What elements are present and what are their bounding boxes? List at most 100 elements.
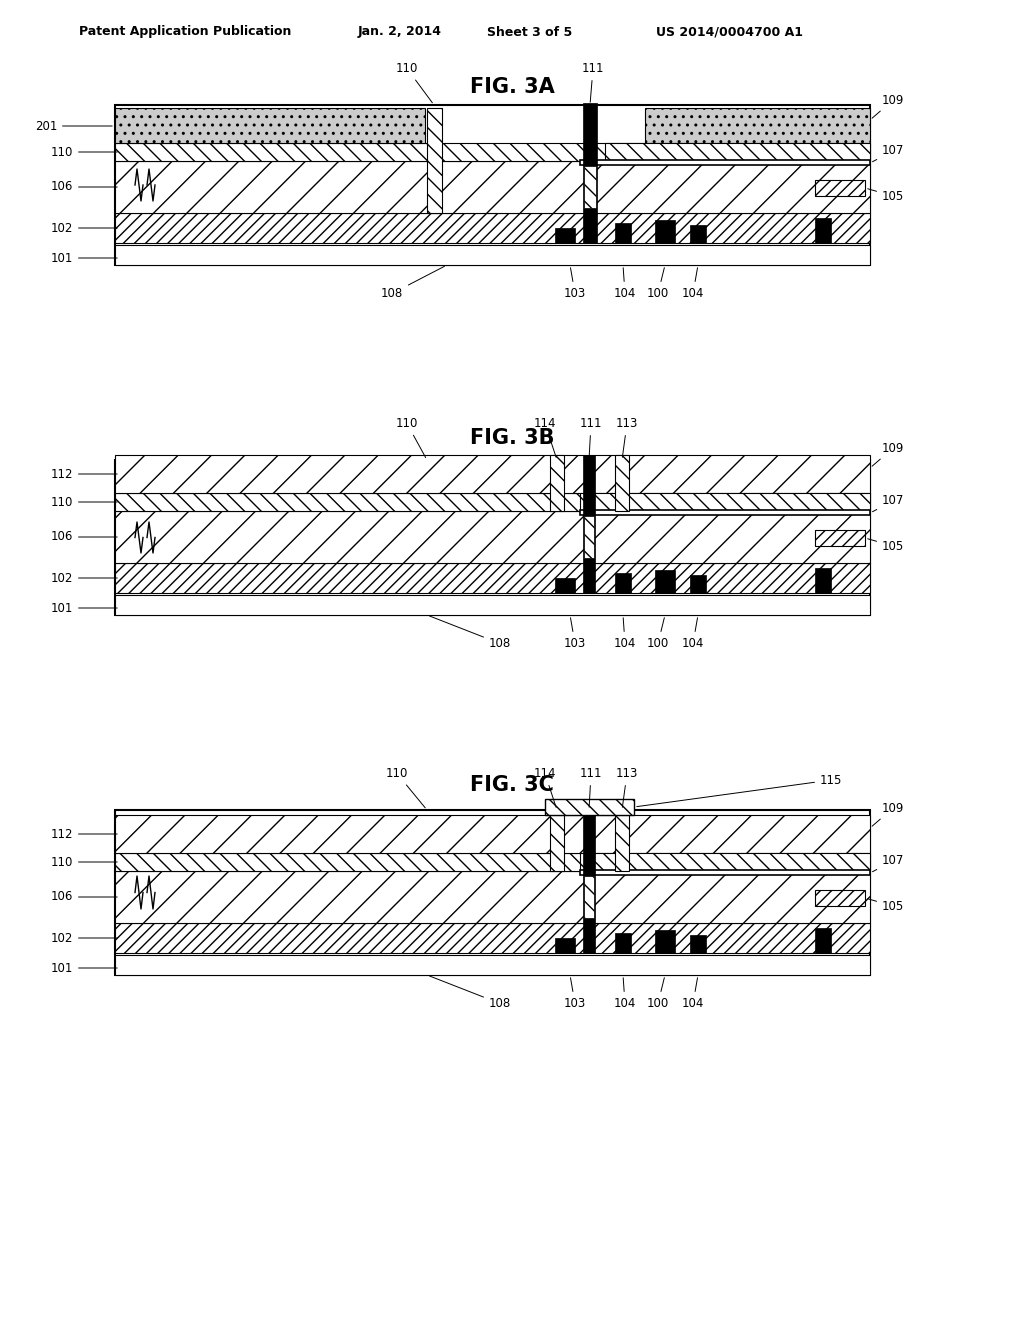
Bar — [427, 108, 442, 213]
Bar — [555, 939, 575, 953]
Text: 108: 108 — [381, 267, 444, 300]
Bar — [115, 455, 870, 492]
Bar — [815, 928, 831, 953]
Text: Jan. 2, 2014: Jan. 2, 2014 — [358, 25, 442, 38]
Bar — [580, 853, 870, 871]
Bar — [815, 218, 831, 243]
Text: 100: 100 — [647, 618, 669, 649]
Bar — [115, 246, 870, 265]
Text: 100: 100 — [647, 978, 669, 1010]
Text: 114: 114 — [534, 417, 556, 457]
Bar — [583, 455, 595, 593]
Bar — [815, 180, 865, 195]
Bar — [690, 935, 706, 953]
Text: 104: 104 — [613, 618, 636, 649]
Text: 110: 110 — [396, 417, 426, 458]
Text: Sheet 3 of 5: Sheet 3 of 5 — [487, 25, 572, 38]
Bar — [115, 853, 870, 871]
Bar — [583, 103, 597, 243]
Bar — [115, 459, 870, 615]
Text: 111: 111 — [580, 767, 602, 808]
Bar — [545, 799, 634, 814]
Bar — [584, 516, 594, 558]
Text: 112: 112 — [50, 828, 117, 841]
Bar — [115, 810, 870, 975]
Bar — [115, 814, 870, 853]
Bar — [555, 578, 575, 593]
Bar — [115, 954, 870, 975]
Text: 104: 104 — [613, 268, 636, 300]
Text: 110: 110 — [396, 62, 432, 103]
Bar — [615, 573, 631, 593]
Bar — [655, 220, 675, 243]
Bar — [645, 108, 870, 143]
Bar — [580, 510, 870, 515]
Text: 105: 105 — [867, 899, 904, 912]
Bar — [115, 106, 870, 265]
Bar — [615, 455, 629, 511]
Text: 102: 102 — [50, 222, 117, 235]
Bar — [580, 492, 870, 511]
Bar — [555, 228, 575, 243]
Text: US 2014/0004700 A1: US 2014/0004700 A1 — [656, 25, 804, 38]
Bar — [115, 213, 870, 243]
Text: 102: 102 — [50, 932, 117, 945]
Text: 102: 102 — [50, 572, 117, 585]
Bar — [115, 923, 870, 953]
Text: 107: 107 — [872, 854, 904, 871]
Text: 101: 101 — [50, 602, 117, 615]
Bar — [115, 871, 870, 923]
Bar — [815, 890, 865, 906]
Text: 111: 111 — [582, 62, 604, 102]
Bar — [580, 160, 870, 165]
Bar — [815, 568, 831, 593]
Text: 115: 115 — [637, 774, 843, 807]
Bar — [690, 576, 706, 593]
Text: FIG. 3C: FIG. 3C — [470, 775, 554, 795]
Bar — [115, 564, 870, 593]
Bar — [115, 595, 870, 615]
Bar — [615, 814, 629, 871]
Text: 110: 110 — [50, 495, 117, 508]
Text: 104: 104 — [613, 978, 636, 1010]
Bar — [115, 492, 870, 511]
Text: 109: 109 — [872, 441, 904, 466]
Text: 110: 110 — [386, 767, 425, 808]
Bar — [655, 570, 675, 593]
Text: 111: 111 — [580, 417, 602, 457]
Text: 105: 105 — [867, 539, 904, 553]
Text: 113: 113 — [615, 417, 638, 457]
Text: 113: 113 — [615, 767, 638, 808]
Text: FIG. 3A: FIG. 3A — [470, 77, 554, 96]
Text: 106: 106 — [50, 531, 117, 544]
Text: 110: 110 — [50, 855, 117, 869]
Text: 108: 108 — [430, 975, 511, 1010]
Text: 107: 107 — [872, 144, 904, 162]
Bar — [115, 143, 870, 161]
Text: 106: 106 — [50, 181, 117, 194]
Text: 101: 101 — [50, 961, 117, 974]
Bar — [615, 223, 631, 243]
Bar — [550, 455, 564, 511]
Text: Patent Application Publication: Patent Application Publication — [79, 25, 291, 38]
Text: 107: 107 — [872, 495, 904, 512]
Bar — [605, 143, 870, 161]
Bar — [655, 931, 675, 953]
Text: 101: 101 — [50, 252, 117, 264]
Text: 104: 104 — [682, 268, 705, 300]
Text: 106: 106 — [50, 891, 117, 903]
Bar — [115, 511, 870, 564]
Bar — [550, 814, 564, 871]
Text: 103: 103 — [564, 978, 586, 1010]
Bar — [584, 166, 596, 209]
Bar — [580, 870, 870, 875]
Text: 103: 103 — [564, 268, 586, 300]
Bar — [584, 876, 594, 917]
Text: 109: 109 — [872, 801, 904, 826]
Bar — [115, 161, 870, 213]
Bar — [690, 224, 706, 243]
Text: 108: 108 — [430, 616, 511, 649]
Bar — [115, 108, 425, 143]
Text: 104: 104 — [682, 978, 705, 1010]
Text: 104: 104 — [682, 618, 705, 649]
